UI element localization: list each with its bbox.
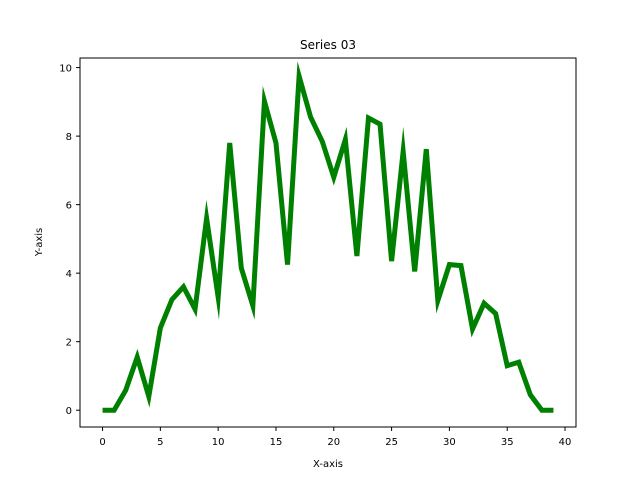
x-tick-label: 35	[501, 437, 514, 448]
plot-frame	[79, 57, 577, 428]
series-layer	[102, 61, 554, 413]
y-tick-label: 2	[66, 338, 72, 349]
y-tick-label: 6	[66, 201, 72, 212]
y-tick-label: 4	[66, 269, 72, 280]
y-axis-label: Y-axis	[34, 228, 45, 258]
x-tick-label: 15	[270, 437, 283, 448]
x-tick-label: 10	[212, 437, 225, 448]
x-tick-label: 40	[559, 437, 572, 448]
x-tick-label: 20	[327, 437, 340, 448]
y-axis-ticks: 0 2 4 6 8 10	[59, 64, 80, 417]
x-tick-label: 0	[99, 437, 105, 448]
y-tick-label: 10	[59, 64, 72, 75]
x-tick-label: 30	[443, 437, 456, 448]
x-axis-ticks: 0 5 10 15 20 25 30 35 40	[99, 427, 571, 448]
x-tick-label: 25	[385, 437, 398, 448]
y-tick-label: 0	[66, 406, 72, 417]
series-line-0	[102, 61, 554, 413]
x-tick-label: 5	[157, 437, 163, 448]
x-axis-label: X-axis	[313, 459, 343, 470]
y-tick-label: 8	[66, 132, 72, 143]
chart-title: Series 03	[300, 38, 356, 52]
